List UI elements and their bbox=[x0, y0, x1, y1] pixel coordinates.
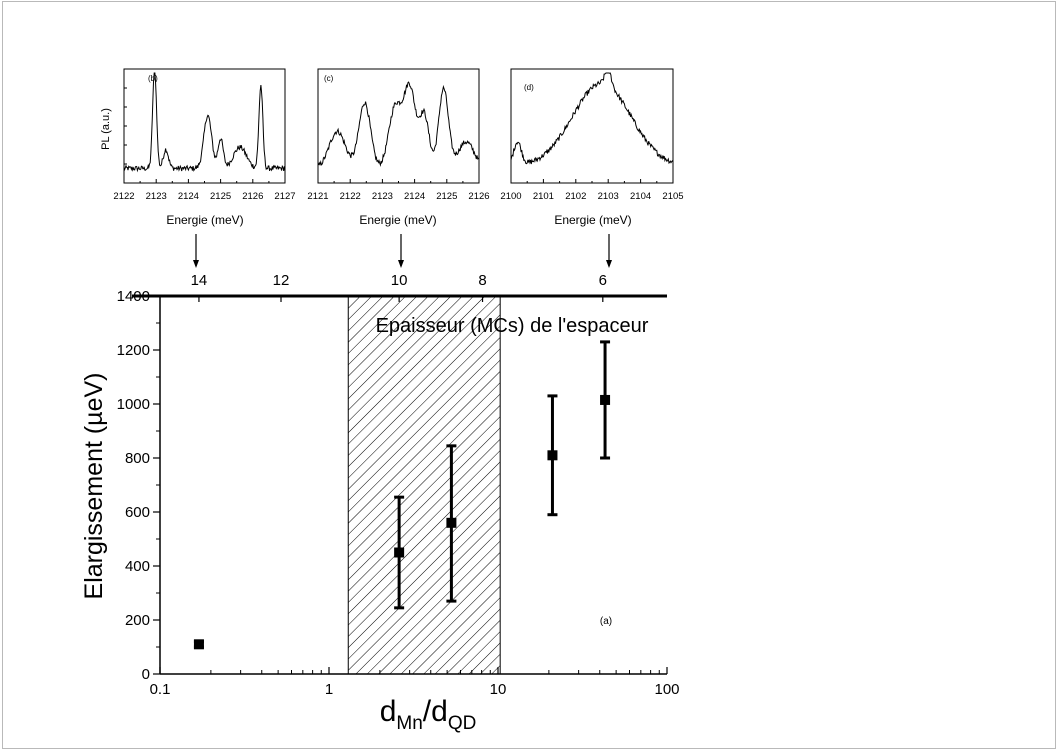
panel-label-a: (a) bbox=[600, 616, 612, 627]
inset-x-tick-label: 2102 bbox=[565, 191, 586, 202]
inset-x-tick-label: 2121 bbox=[307, 191, 328, 202]
data-point bbox=[394, 547, 405, 558]
inset-x-tick-label: 2126 bbox=[468, 191, 489, 202]
data-point bbox=[446, 517, 457, 528]
top-tick-label: 6 bbox=[599, 272, 607, 289]
top-axis-label: Epaisseur (MCs) de l'espaceur bbox=[376, 315, 649, 337]
inset-c: Energie (meV) (c) 2121 2122 2123 2124 2125 21… bbox=[307, 68, 490, 227]
top-tick-label: 12 bbox=[273, 272, 290, 289]
inset-b-y-label: PL (a.u.) bbox=[100, 108, 112, 150]
arrow-head bbox=[606, 260, 612, 268]
spectrum-line bbox=[318, 81, 480, 167]
inset-b-panel-label: (b) bbox=[148, 74, 158, 83]
top-tick-label: 8 bbox=[478, 272, 486, 289]
spectrum-line bbox=[510, 72, 674, 165]
y-axis-label: Elargissement (µeV) bbox=[80, 373, 108, 600]
inset-x-tick-label: 2126 bbox=[242, 191, 263, 202]
x-label-separator: /d bbox=[423, 695, 448, 728]
inset-x-tick-label: 2122 bbox=[340, 191, 361, 202]
inset-x-tick-label: 2123 bbox=[372, 191, 393, 202]
inset-c-panel-label: (c) bbox=[324, 74, 334, 83]
spectrum-line bbox=[123, 72, 286, 173]
x-label-sub-mn: Mn bbox=[396, 713, 422, 734]
x-tick-label: 0.1 bbox=[150, 681, 171, 698]
x-label-main: d bbox=[380, 695, 397, 728]
inset-x-tick-label: 2123 bbox=[146, 191, 167, 202]
inset-x-tick-label: 2125 bbox=[210, 191, 231, 202]
y-tick-label: 200 bbox=[125, 612, 150, 629]
inset-arrows bbox=[193, 234, 612, 268]
y-tick-label: 1400 bbox=[117, 288, 150, 305]
x-tick-label: 1 bbox=[325, 681, 333, 698]
top-tick-label: 14 bbox=[191, 272, 208, 289]
inset-d-x-label: Energie (meV) bbox=[554, 213, 631, 227]
y-tick-label: 0 bbox=[142, 666, 150, 683]
inset-x-tick-label: 2105 bbox=[662, 191, 683, 202]
inset-x-tick-label: 2124 bbox=[178, 191, 199, 202]
x-axis-label: dMn/dQD bbox=[380, 695, 477, 734]
inset-c-x-label: Energie (meV) bbox=[359, 213, 436, 227]
arrow-head bbox=[193, 260, 199, 268]
x-tick-label: 100 bbox=[654, 681, 679, 698]
y-tick-label: 1000 bbox=[117, 396, 150, 413]
inset-x-tick-label: 2127 bbox=[274, 191, 295, 202]
data-point bbox=[600, 394, 611, 405]
inset-b: PL (a.u.) Energie (meV) (b) 2122 2123 2124… bbox=[100, 68, 296, 227]
y-tick-label: 1200 bbox=[117, 342, 150, 359]
inset-x-tick-label: 2125 bbox=[436, 191, 457, 202]
arrow-head bbox=[398, 260, 404, 268]
y-tick-label: 400 bbox=[125, 558, 150, 575]
inset-b-x-label: Energie (meV) bbox=[166, 213, 243, 227]
inset-frame bbox=[317, 68, 480, 184]
inset-x-tick-label: 2101 bbox=[533, 191, 554, 202]
x-tick-label: 10 bbox=[490, 681, 507, 698]
shaded-spacer-region bbox=[347, 295, 501, 675]
data-point bbox=[547, 450, 558, 461]
inset-frame bbox=[510, 68, 674, 184]
inset-x-tick-label: 2122 bbox=[113, 191, 134, 202]
main-data-points bbox=[193, 340, 611, 650]
data-point bbox=[193, 639, 204, 650]
top-tick-label: 10 bbox=[391, 272, 408, 289]
y-tick-label: 600 bbox=[125, 504, 150, 521]
inset-x-tick-label: 2104 bbox=[630, 191, 651, 202]
inset-x-tick-label: 2103 bbox=[598, 191, 619, 202]
y-tick-label: 800 bbox=[125, 450, 150, 467]
inset-x-tick-label: 2124 bbox=[404, 191, 425, 202]
inset-d: Energie (meV) (d) 2100 2101 2102 2103 2104 21… bbox=[500, 68, 684, 227]
inset-x-tick-label: 2100 bbox=[500, 191, 521, 202]
x-label-sub-qd: QD bbox=[448, 713, 477, 734]
inset-d-panel-label: (d) bbox=[524, 83, 534, 92]
